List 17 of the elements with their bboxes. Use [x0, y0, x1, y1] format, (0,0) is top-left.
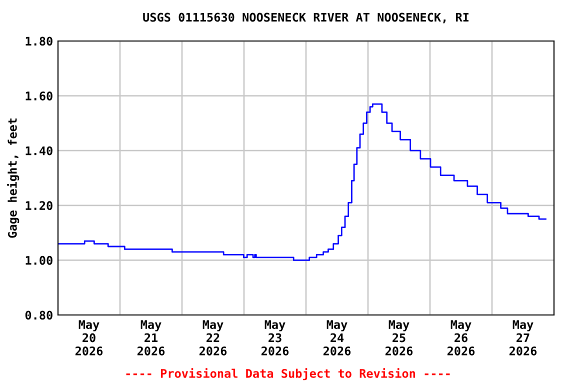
y-tick-label: 0.80: [25, 310, 52, 320]
y-tick-label: 1.20: [26, 201, 52, 210]
x-tick-label: May 23 2026: [261, 320, 289, 356]
x-tick-label: May 22 2026: [199, 320, 227, 356]
y-tick-label: 1.60: [26, 92, 52, 100]
x-tick-label: May 27 2026: [509, 320, 537, 356]
text: ---- Provisional Data Subject to Revision ----: [126, 368, 450, 380]
x-tick-label: May 24 2026: [323, 320, 351, 356]
x-tick-label: May 26 2026: [447, 320, 475, 356]
x-tick-label: May 20 2026: [75, 320, 103, 356]
y-tick-label: 1.40: [26, 146, 52, 156]
y-axis-title: Gage height, feet: [7, 118, 20, 238]
y-tick-label: 1.80: [26, 36, 52, 46]
y-tick-label: 1.00: [26, 256, 52, 265]
chart-title: USGS 01115630 NOOSENECK RIVER AT NOOSENECK, RI: [143, 12, 468, 24]
x-tick-label: May 21 2026: [137, 320, 165, 356]
x-tick-label: May 25 2026: [385, 320, 413, 356]
